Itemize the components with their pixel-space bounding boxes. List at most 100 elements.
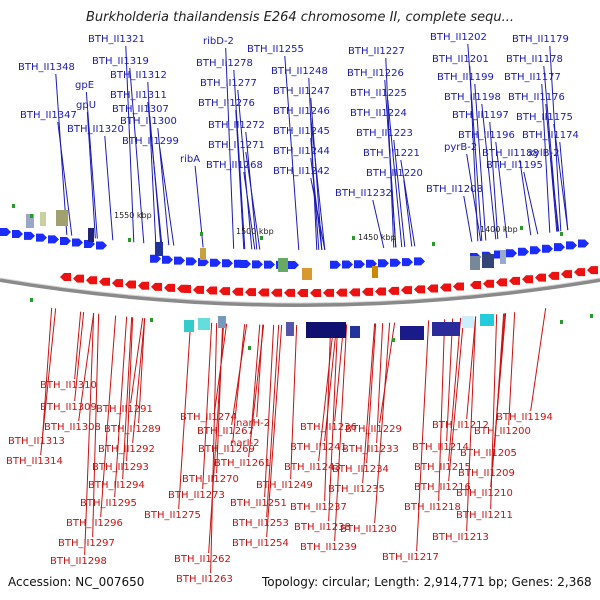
gene-feature-block (372, 266, 378, 278)
reverse-gene-arrow (509, 276, 520, 285)
gene-feature-block (278, 258, 288, 272)
lower-connector-line (362, 323, 376, 484)
upper-gene-label: BTH_II1299 (122, 136, 179, 147)
reverse-gene-arrow (483, 279, 494, 288)
lower-connector-line (42, 307, 53, 436)
gene-feature-block (480, 314, 494, 326)
forward-gene-arrow (366, 259, 377, 268)
reverse-gene-arrow (427, 284, 438, 293)
lower-connector-line (334, 324, 348, 542)
lower-connector-line (202, 322, 213, 490)
lower-connector-line (100, 315, 117, 518)
reverse-gene-arrow (375, 287, 386, 296)
lower-connector-line (328, 324, 339, 522)
upper-gene-label: BTH_II1242 (273, 166, 330, 177)
lower-gene-label: BTH_II1239 (300, 542, 357, 553)
upper-connector-line (147, 81, 157, 245)
lower-connector-line (374, 322, 391, 524)
upper-gene-label: BTH_II1307 (112, 104, 169, 115)
lower-gene-label: BTH_II1230 (340, 524, 397, 535)
marker-dot (432, 242, 435, 246)
upper-connector-line (149, 115, 162, 245)
forward-gene-arrow (390, 258, 401, 267)
gene-feature-block (400, 326, 424, 340)
upper-connector-line (284, 55, 300, 251)
lower-connector-line (84, 313, 95, 556)
gene-feature-block (500, 250, 506, 264)
gene-feature-block (482, 254, 494, 268)
lower-gene-label: BTH_II1251 (230, 498, 287, 509)
upper-connector-line (104, 135, 114, 241)
lower-connector-line (376, 323, 384, 444)
gene-feature-block (56, 210, 68, 226)
gene-feature-block (198, 318, 210, 330)
upper-gene-label: BTH_II1268 (206, 160, 263, 171)
marker-dot (520, 226, 523, 230)
upper-gene-label: BTH_II1195 (486, 160, 543, 171)
marker-dot (200, 232, 203, 236)
reverse-gene-arrow (245, 288, 256, 297)
lower-gene-label: BTH_II1213 (432, 532, 489, 543)
forward-gene-arrow (542, 244, 553, 253)
forward-gene-arrow (150, 254, 161, 263)
forward-gene-arrow (162, 255, 173, 264)
upper-gene-label: BTH_II1223 (356, 128, 413, 139)
upper-gene-label: BTH_II1348 (18, 62, 75, 73)
lower-connector-line (92, 313, 100, 538)
upper-gene-label: BTH_II1320 (67, 124, 124, 135)
lower-gene-label: BTH_II1313 (8, 436, 65, 447)
upper-gene-label: BTH_II1255 (247, 44, 304, 55)
forward-gene-arrow (222, 259, 233, 268)
lower-gene-label: BTH_II1296 (66, 518, 123, 529)
reverse-gene-arrow (453, 282, 464, 291)
forward-gene-arrow (566, 241, 577, 250)
marker-dot (560, 320, 563, 324)
reverse-gene-arrow (151, 282, 162, 291)
upper-connector-line (233, 69, 246, 250)
upper-gene-label: BTH_II1174 (522, 130, 579, 141)
forward-gene-arrow (0, 228, 11, 236)
lower-gene-label: BTH_II1243 (284, 462, 341, 473)
lower-connector-line (266, 324, 283, 538)
upper-gene-label: BTH_II1220 (366, 168, 423, 179)
forward-gene-arrow (518, 247, 529, 256)
upper-gene-label: BTH_II1248 (271, 66, 328, 77)
upper-connector-line (489, 121, 499, 240)
lower-connector-line (530, 308, 547, 412)
lower-gene-label: BTH_II1229 (345, 424, 402, 435)
reverse-gene-arrow (73, 274, 84, 283)
forward-gene-arrow (48, 235, 59, 244)
scale-label: 1450 kbp (358, 233, 396, 242)
upper-connector-line (235, 109, 245, 250)
lower-connector-line (132, 318, 146, 444)
forward-gene-arrow (354, 260, 365, 269)
upper-gene-label: BTH_II1319 (92, 56, 149, 67)
gene-feature-block (40, 212, 46, 226)
reverse-gene-arrow (496, 278, 507, 287)
upper-connector-line (225, 47, 235, 249)
upper-connector-line (481, 103, 497, 240)
lower-connector-line (318, 324, 335, 462)
reverse-gene-arrow (125, 280, 136, 289)
marker-dot (128, 238, 131, 242)
lower-connector-line (130, 318, 144, 404)
gene-tracks (0, 204, 598, 350)
upper-gene-label: pyrB-2 (444, 142, 477, 153)
reverse-gene-arrow (362, 287, 373, 296)
upper-gene-label: BTH_II1271 (208, 140, 265, 151)
lower-gene-label: BTH_II1253 (232, 518, 289, 529)
upper-gene-label: BTH_II1176 (508, 92, 565, 103)
gene-feature-block (286, 322, 294, 336)
reverse-gene-arrow (60, 273, 71, 281)
upper-gene-label: BTH_II1198 (444, 92, 501, 103)
lower-connector-line (324, 324, 332, 502)
gene-feature-block (200, 248, 206, 260)
lower-connector-line (266, 324, 280, 518)
upper-gene-label: BTH_II1347 (20, 110, 77, 121)
lower-gene-label: BTH_II1269 (198, 444, 255, 455)
reverse-gene-arrow (414, 285, 425, 294)
lower-connector-line (78, 313, 95, 422)
lower-gene-label: BTH_II1295 (80, 498, 137, 509)
reverse-gene-arrow (180, 285, 191, 293)
upper-gene-label: BTH_II1225 (350, 88, 407, 99)
